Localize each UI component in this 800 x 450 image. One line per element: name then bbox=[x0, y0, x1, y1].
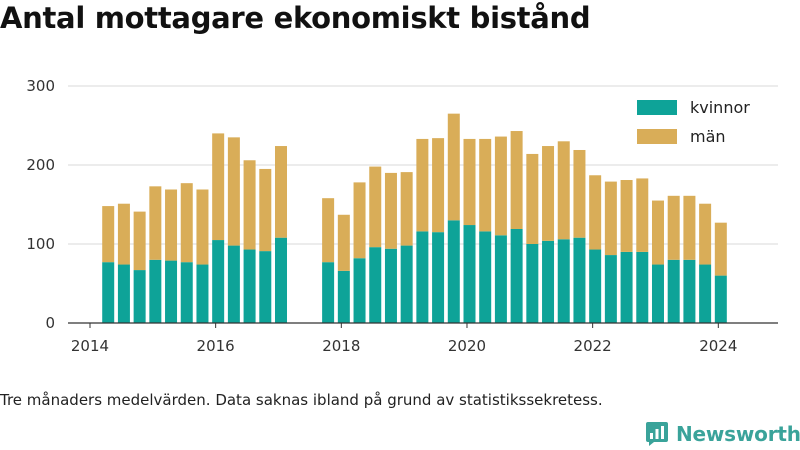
y-tick-label: 0 bbox=[45, 314, 55, 332]
bar-kvinnor bbox=[699, 264, 712, 323]
bar-män bbox=[542, 146, 555, 241]
bar-män bbox=[259, 168, 272, 252]
bar-män bbox=[557, 141, 570, 240]
bar-kvinnor bbox=[384, 248, 397, 323]
bar-kvinnor bbox=[400, 245, 413, 323]
bar-män bbox=[432, 138, 445, 233]
x-tick-label: 2024 bbox=[699, 337, 737, 355]
bar-män bbox=[604, 181, 617, 256]
brand-name: Newsworthy bbox=[676, 422, 800, 446]
bar-män bbox=[275, 146, 287, 238]
y-tick-label: 100 bbox=[26, 235, 55, 253]
bar-män bbox=[353, 182, 366, 259]
bar-män bbox=[102, 206, 115, 263]
bar-kvinnor bbox=[149, 259, 162, 323]
bar-kvinnor bbox=[667, 259, 680, 323]
bar-män bbox=[651, 200, 664, 265]
bar-kvinnor bbox=[117, 264, 130, 323]
bar-kvinnor bbox=[604, 255, 617, 323]
bar-män bbox=[714, 222, 727, 276]
bar-kvinnor bbox=[651, 264, 664, 323]
y-tick-label: 300 bbox=[26, 77, 55, 95]
bar-kvinnor bbox=[180, 262, 193, 323]
bar-kvinnor bbox=[243, 249, 256, 323]
legend-swatch-kvinnor bbox=[637, 100, 677, 115]
bar-män bbox=[243, 160, 256, 250]
footnote: Tre månaders medelvärden. Data saknas ib… bbox=[0, 391, 603, 409]
chart-title: Antal mottagare ekonomiskt bistånd bbox=[0, 1, 591, 35]
bar-kvinnor bbox=[589, 249, 602, 323]
bar-kvinnor bbox=[494, 235, 507, 323]
bar-män bbox=[494, 136, 507, 236]
bar-kvinnor bbox=[369, 247, 382, 323]
bar-kvinnor bbox=[510, 228, 523, 323]
bar-män bbox=[369, 166, 382, 248]
bar-kvinnor bbox=[275, 237, 287, 323]
legend: kvinnor män bbox=[637, 98, 750, 146]
legend-label-kvinnor: kvinnor bbox=[690, 98, 750, 117]
bar-män bbox=[384, 172, 397, 249]
bar-män bbox=[337, 214, 350, 271]
bar-män bbox=[447, 113, 460, 221]
bar-kvinnor bbox=[479, 231, 492, 323]
bar-kvinnor bbox=[337, 270, 350, 323]
bar-kvinnor bbox=[683, 259, 696, 323]
bar-kvinnor bbox=[212, 240, 225, 323]
axes: 0 100 200 300 2014 2016 2018 2020 2022 2024 bbox=[26, 77, 778, 355]
bar-kvinnor bbox=[573, 237, 586, 323]
bar-kvinnor bbox=[165, 260, 178, 323]
bar-kvinnor bbox=[620, 251, 633, 323]
bar-kvinnor bbox=[636, 251, 649, 323]
y-tick-label: 200 bbox=[26, 156, 55, 174]
bar-män bbox=[620, 180, 633, 252]
newsworthy-logo-icon bbox=[646, 422, 668, 446]
bar-män bbox=[180, 183, 193, 263]
x-tick-label: 2016 bbox=[197, 337, 235, 355]
bar-kvinnor bbox=[463, 225, 476, 323]
bar-kvinnor bbox=[227, 245, 240, 323]
bar-män bbox=[196, 189, 209, 265]
x-tick-label: 2020 bbox=[448, 337, 486, 355]
bars bbox=[102, 113, 727, 323]
bar-män bbox=[117, 203, 130, 265]
bar-män bbox=[526, 153, 539, 244]
x-tick-label: 2018 bbox=[322, 337, 360, 355]
bar-kvinnor bbox=[714, 275, 727, 323]
bar-kvinnor bbox=[526, 244, 539, 323]
bar-män bbox=[667, 195, 680, 260]
bar-kvinnor bbox=[447, 220, 460, 323]
bar-män bbox=[589, 175, 602, 250]
bar-män bbox=[636, 178, 649, 252]
bar-män bbox=[149, 186, 162, 260]
bar-män bbox=[227, 137, 240, 246]
bar-kvinnor bbox=[196, 264, 209, 323]
bar-kvinnor bbox=[322, 262, 335, 323]
bar-män bbox=[165, 189, 178, 261]
bar-män bbox=[479, 138, 492, 232]
bar-män bbox=[699, 203, 712, 265]
bar-kvinnor bbox=[432, 232, 445, 323]
legend-swatch-män bbox=[637, 129, 677, 144]
legend-label-män: män bbox=[690, 127, 726, 146]
bar-kvinnor bbox=[133, 270, 146, 323]
bar-kvinnor bbox=[259, 251, 272, 323]
brand-logo[interactable]: Newsworthy bbox=[645, 420, 800, 448]
bar-män bbox=[573, 149, 586, 238]
bar-män bbox=[212, 133, 225, 241]
bar-kvinnor bbox=[102, 262, 115, 323]
bar-kvinnor bbox=[557, 239, 570, 323]
bar-kvinnor bbox=[542, 240, 555, 323]
bar-kvinnor bbox=[416, 231, 429, 323]
bar-män bbox=[683, 195, 696, 260]
x-tick-label: 2022 bbox=[574, 337, 612, 355]
bar-chart: 0 100 200 300 2014 2016 2018 2020 2022 2024 kvinn… bbox=[26, 77, 778, 355]
bar-män bbox=[463, 138, 476, 226]
x-tick-label: 2014 bbox=[71, 337, 109, 355]
bar-män bbox=[322, 198, 335, 263]
bar-män bbox=[133, 211, 146, 271]
bar-män bbox=[510, 131, 523, 229]
bar-män bbox=[416, 138, 429, 232]
bar-kvinnor bbox=[353, 258, 366, 323]
bar-män bbox=[400, 172, 413, 246]
